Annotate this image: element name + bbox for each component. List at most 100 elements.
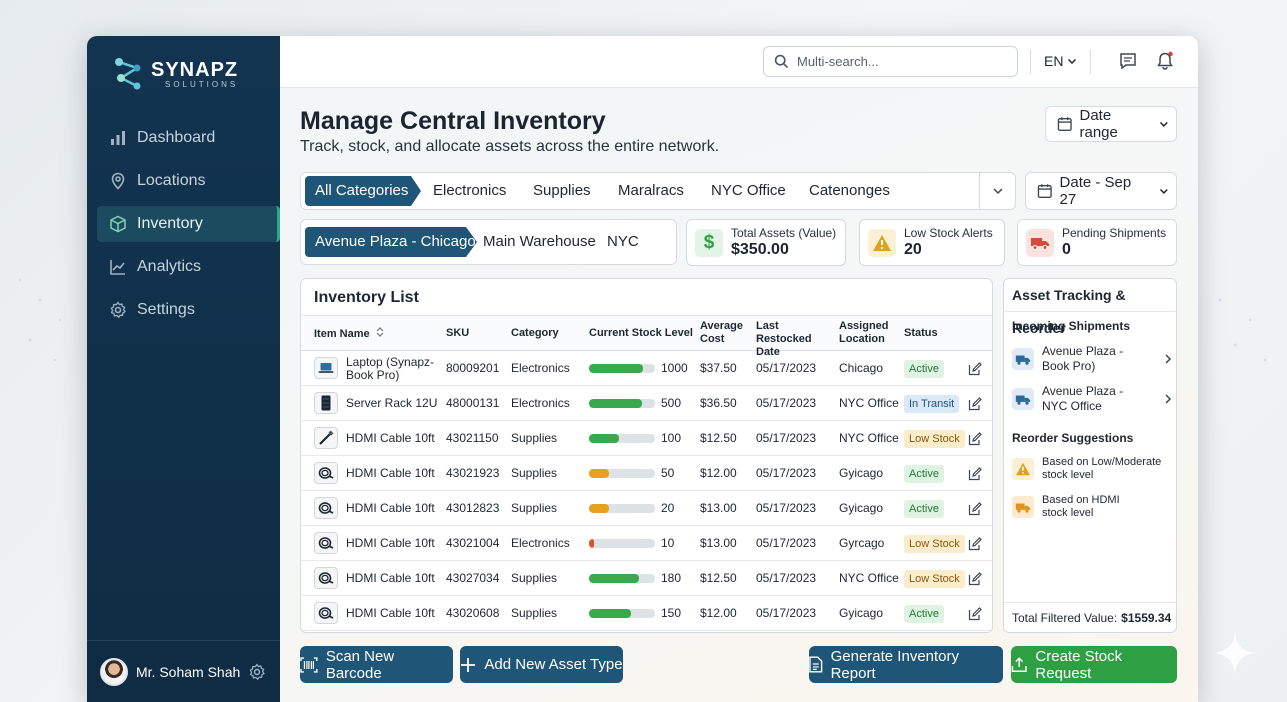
add-asset-type-button[interactable]: Add New Asset Type <box>460 646 623 683</box>
user-profile[interactable]: Mr. Soham Shah <box>87 640 280 702</box>
sparkle-icon <box>1214 632 1256 674</box>
table-row[interactable]: HDMI Cable 10ft 43021150 Supplies 100 $12.50… <box>301 421 992 456</box>
item-category: Supplies <box>511 431 558 445</box>
user-settings-icon[interactable] <box>248 662 266 681</box>
kpi-value: 20 <box>904 240 922 258</box>
chevron-down-icon <box>1068 58 1077 65</box>
stock-level-bar <box>589 539 655 548</box>
item-location: NYC Office <box>839 396 899 410</box>
column-header-status[interactable]: Status <box>904 327 938 339</box>
asset-tracking-panel: Asset Tracking & Reorder Incoming Shipme… <box>1003 278 1177 633</box>
incoming-shipment-item[interactable]: Avenue Plaza - NYC Office <box>1012 381 1172 417</box>
item-sku: 43021923 <box>446 466 500 480</box>
message-icon[interactable] <box>1118 51 1138 71</box>
location-tab[interactable]: NYC Office <box>607 233 646 294</box>
column-header-stock[interactable]: Current Stock Level <box>589 327 693 339</box>
item-location: NYC Office <box>839 431 899 445</box>
app-window: SYNAPZ SOLUTIONS Dashboard Locations Inv… <box>87 36 1198 702</box>
column-header-item-name[interactable]: Item Name <box>314 327 384 341</box>
line-chart-icon <box>110 260 125 275</box>
language-selector[interactable]: EN <box>1044 53 1077 69</box>
chevron-down-icon <box>1160 122 1169 127</box>
edit-icon[interactable] <box>968 432 982 446</box>
status-badge: In Transit <box>904 395 960 413</box>
sidebar-item-analytics[interactable]: Analytics <box>97 249 280 285</box>
item-restocked-date: 05/17/2023 <box>756 466 817 480</box>
location-filter-bar: Avenue Plaza - Chicago Main Warehouse NY… <box>300 219 677 294</box>
table-row[interactable]: HDMI Cable 10ft 43012823 Supplies 20 $13.00 0… <box>301 491 992 526</box>
table-row[interactable]: Laptop (Synapz-Book Pro) 80009201 Electron… <box>301 351 992 386</box>
column-header-cost[interactable]: Average Cost <box>700 320 744 345</box>
search-input[interactable]: Multi-search... <box>763 46 1018 77</box>
table-row[interactable]: HDMI Cable 10ft 43020608 Supplies 150 $12.00… <box>301 596 992 631</box>
map-pin-icon <box>111 172 125 190</box>
column-header-category[interactable]: Category <box>511 327 559 339</box>
column-header-sku[interactable]: SKU <box>446 327 470 339</box>
item-restocked-date: 05/17/2023 <box>756 536 817 550</box>
category-tab[interactable]: NYC Office <box>711 182 786 199</box>
category-tab-all[interactable]: All Categories <box>305 176 421 206</box>
item-cost: $12.50 <box>700 431 737 445</box>
stock-level-fill <box>589 364 644 373</box>
location-tab-selected[interactable]: Avenue Plaza - Chicago <box>305 227 477 257</box>
cable-coil-icon <box>314 602 338 624</box>
edit-icon[interactable] <box>968 537 982 551</box>
item-location: Gyicago <box>839 466 884 480</box>
bell-icon[interactable] <box>1155 51 1175 71</box>
table-row[interactable]: HDMI Cable 10ft 43021004 Electronics 10 $13.… <box>301 526 992 561</box>
column-header-restocked[interactable]: Last Restocked Date <box>756 320 812 358</box>
table-row[interactable]: HDMI Cable 10ft 43021923 Supplies 50 $12.00 0… <box>301 456 992 491</box>
reorder-suggestion-item[interactable]: Based on HDMI stock level <box>1012 489 1172 525</box>
sidebar-item-inventory[interactable]: Inventory <box>97 206 280 242</box>
status-badge: Active <box>904 605 944 623</box>
suggestion-line1: Based on Low/Moderate <box>1042 456 1162 468</box>
item-category: Supplies <box>511 571 558 585</box>
edit-icon[interactable] <box>968 467 982 481</box>
category-tab[interactable]: Supplies <box>533 182 591 199</box>
item-sku: 43020608 <box>446 606 500 620</box>
server-icon <box>314 392 338 414</box>
stock-level-fill <box>589 399 642 408</box>
category-dropdown-toggle[interactable] <box>979 173 1015 209</box>
stock-level-bar <box>589 434 655 443</box>
incoming-shipment-item[interactable]: Avenue Plaza - Book Pro) <box>1012 341 1172 377</box>
user-name: Mr. Soham Shah <box>136 663 241 680</box>
table-row[interactable]: HDMI Cable 10ft 43027034 Supplies 180 $12.50… <box>301 561 992 596</box>
button-label: Generate Inventory Report <box>830 647 960 682</box>
item-restocked-date: 05/17/2023 <box>756 396 817 410</box>
date-range-button[interactable]: Date range <box>1045 106 1177 142</box>
category-tab[interactable]: Maralracs <box>618 182 684 199</box>
sidebar-item-locations[interactable]: Locations <box>97 163 280 199</box>
column-header-location[interactable]: Assigned Location <box>839 320 889 345</box>
edit-icon[interactable] <box>968 607 982 621</box>
gear-icon <box>110 301 126 319</box>
table-row[interactable]: Server Rack 12U 48000131 Electronics 500 $36… <box>301 386 992 421</box>
item-restocked-date: 05/17/2023 <box>756 606 817 620</box>
category-tab[interactable]: Electronics <box>433 182 507 199</box>
item-cost: $36.50 <box>700 396 737 410</box>
brand-logo[interactable]: SYNAPZ SOLUTIONS <box>111 54 238 94</box>
edit-icon[interactable] <box>968 397 982 411</box>
sidebar-item-dashboard[interactable]: Dashboard <box>97 120 280 156</box>
category-filter-bar: All Categories Electronics Supplies Mara… <box>300 172 1016 210</box>
item-name: HDMI Cable 10ft <box>346 466 435 480</box>
create-stock-request-button[interactable]: Create Stock Request <box>1011 646 1177 683</box>
item-cost: $12.50 <box>700 571 737 585</box>
suggestion-line2: stock level <box>1042 469 1094 481</box>
sidebar-item-settings[interactable]: Settings <box>97 292 280 328</box>
suggestion-line2: stock level <box>1042 507 1094 519</box>
item-category: Electronics <box>511 361 570 375</box>
cable-coil-icon <box>314 532 338 554</box>
scan-barcode-button[interactable]: Scan New Barcode <box>300 646 453 683</box>
edit-icon[interactable] <box>968 362 982 376</box>
generate-report-button[interactable]: Generate Inventory Report <box>809 646 1003 683</box>
edit-icon[interactable] <box>968 572 982 586</box>
reorder-suggestion-item[interactable]: Based on Low/Moderate stock level <box>1012 451 1172 487</box>
item-name: HDMI Cable 10ft <box>346 536 435 550</box>
stock-level-bar <box>589 609 655 618</box>
edit-icon[interactable] <box>968 502 982 516</box>
location-tab[interactable]: Main Warehouse <box>483 233 596 250</box>
item-stock: 1000 <box>661 361 688 375</box>
date-filter-button[interactable]: Date - Sep 27 <box>1025 172 1177 210</box>
category-tab[interactable]: Catenonges <box>809 182 890 199</box>
